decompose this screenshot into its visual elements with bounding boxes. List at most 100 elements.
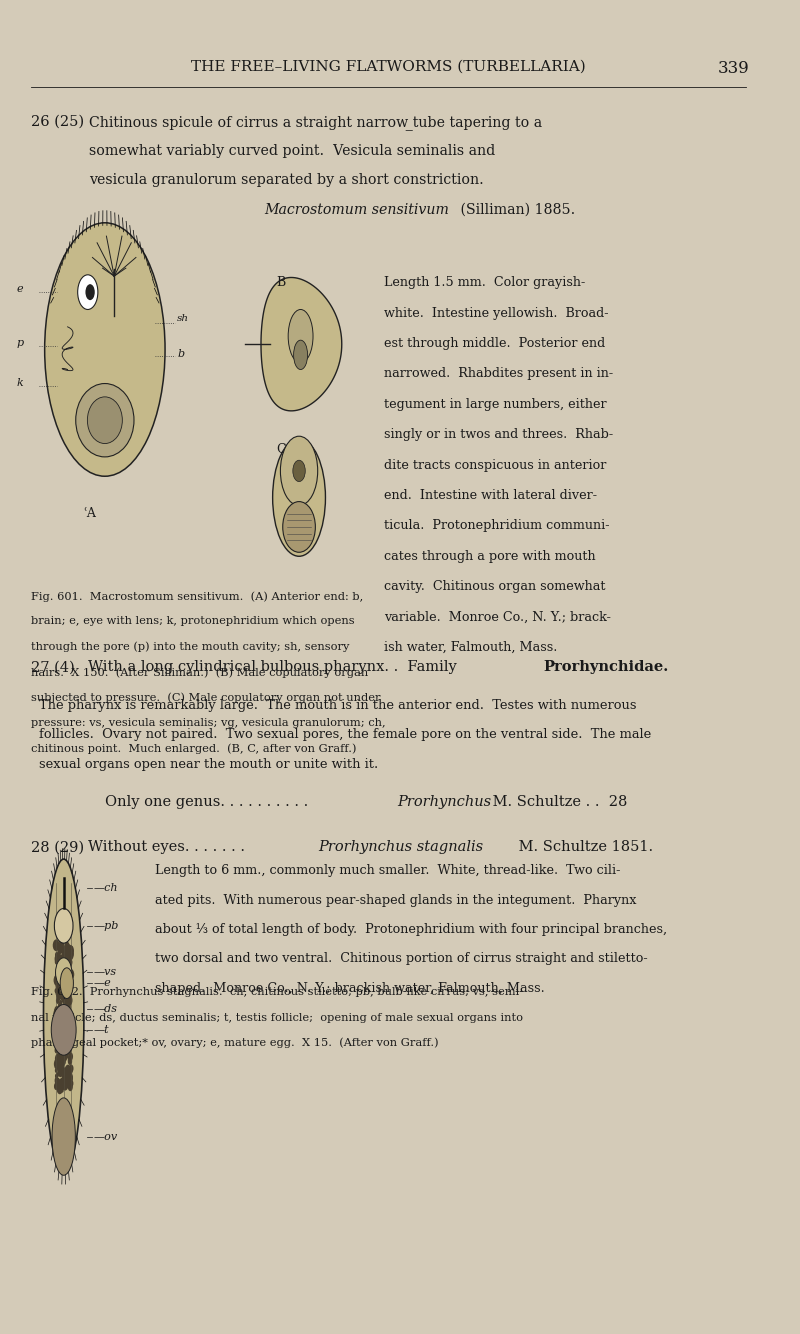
Text: C: C [277,443,286,456]
Circle shape [68,946,74,956]
Circle shape [66,991,69,996]
Circle shape [56,1013,60,1019]
Circle shape [54,959,58,964]
Circle shape [58,1029,65,1041]
Circle shape [70,1019,71,1023]
Circle shape [62,979,67,987]
Circle shape [62,994,66,1000]
Circle shape [68,1058,72,1065]
Text: 339: 339 [718,60,750,77]
Circle shape [59,978,64,986]
Circle shape [59,1000,62,1006]
Ellipse shape [273,439,326,556]
Text: (Silliman) 1885.: (Silliman) 1885. [456,203,575,216]
Circle shape [68,1055,72,1063]
Circle shape [66,987,70,995]
Circle shape [56,998,60,1005]
Circle shape [61,1078,67,1090]
Text: Without eyes. . . . . . .: Without eyes. . . . . . . [88,840,245,854]
Circle shape [70,987,72,991]
Circle shape [57,1014,61,1022]
Ellipse shape [55,958,72,987]
Ellipse shape [60,968,74,998]
Text: Prorhynchidae.: Prorhynchidae. [544,660,669,674]
Circle shape [67,1018,74,1027]
Circle shape [63,991,66,995]
Text: about ⅓ of total length of body.  Protonephridium with four principal branches,: about ⅓ of total length of body. Protone… [155,923,667,936]
Circle shape [58,1021,62,1027]
Circle shape [58,1017,64,1027]
Circle shape [64,1045,70,1055]
Circle shape [56,1073,59,1078]
Circle shape [58,1027,64,1039]
Circle shape [60,1018,63,1025]
Circle shape [63,998,69,1007]
Circle shape [66,1010,70,1017]
Circle shape [56,991,62,1000]
Circle shape [54,1010,59,1019]
Ellipse shape [87,398,122,444]
Ellipse shape [45,223,165,476]
Circle shape [54,988,58,994]
Circle shape [58,1033,62,1038]
Circle shape [59,1043,62,1049]
Circle shape [55,982,62,991]
Circle shape [62,1049,69,1059]
Circle shape [69,946,73,952]
Circle shape [62,1051,66,1058]
Circle shape [64,964,70,974]
Circle shape [62,1067,66,1074]
Circle shape [54,1083,58,1090]
Circle shape [62,980,66,988]
Circle shape [57,1051,62,1059]
Circle shape [60,1078,64,1085]
Circle shape [66,995,73,1006]
Circle shape [59,939,64,948]
Text: M. Schultze . .  28: M. Schultze . . 28 [488,795,627,808]
Circle shape [58,1058,62,1066]
Circle shape [66,1023,71,1031]
Circle shape [67,1067,72,1075]
Text: Prorhynchus stagnalis: Prorhynchus stagnalis [318,840,483,854]
Text: sexual organs open near the mouth or unite with it.: sexual organs open near the mouth or uni… [39,758,378,771]
Circle shape [54,1025,58,1033]
Circle shape [65,960,69,967]
Circle shape [63,1039,66,1045]
Circle shape [66,1066,73,1077]
Circle shape [67,1074,73,1085]
Circle shape [56,958,62,967]
Polygon shape [261,277,342,411]
Text: THE FREE–LIVING FLATWORMS (TURBELLARIA): THE FREE–LIVING FLATWORMS (TURBELLARIA) [191,60,586,73]
Circle shape [62,955,64,960]
Circle shape [64,1077,68,1083]
Ellipse shape [43,859,84,1174]
Circle shape [61,1067,65,1074]
Circle shape [60,1014,66,1026]
Circle shape [67,1046,72,1054]
Circle shape [58,967,62,975]
Circle shape [66,946,69,951]
Circle shape [58,1082,62,1090]
Circle shape [68,959,72,966]
Text: M. Schultze 1851.: M. Schultze 1851. [514,840,654,854]
Circle shape [68,1073,73,1081]
Circle shape [66,962,70,966]
Circle shape [58,1031,65,1042]
Circle shape [58,944,62,952]
Circle shape [66,1071,71,1081]
Circle shape [55,971,59,979]
Ellipse shape [76,384,134,456]
Circle shape [57,1035,62,1043]
Circle shape [64,1009,70,1018]
Circle shape [68,968,74,979]
Text: Chitinous spicule of cirrus a straight narrow ̲tube tapering to a: Chitinous spicule of cirrus a straight n… [90,115,542,129]
Text: Only one genus. . . . . . . . . .: Only one genus. . . . . . . . . . [105,795,308,808]
Circle shape [69,1011,71,1015]
Circle shape [55,1054,61,1063]
Circle shape [62,946,69,958]
Circle shape [66,982,70,987]
Circle shape [67,952,70,958]
Circle shape [55,1074,58,1078]
Circle shape [64,1023,70,1035]
Text: k: k [16,378,23,388]
